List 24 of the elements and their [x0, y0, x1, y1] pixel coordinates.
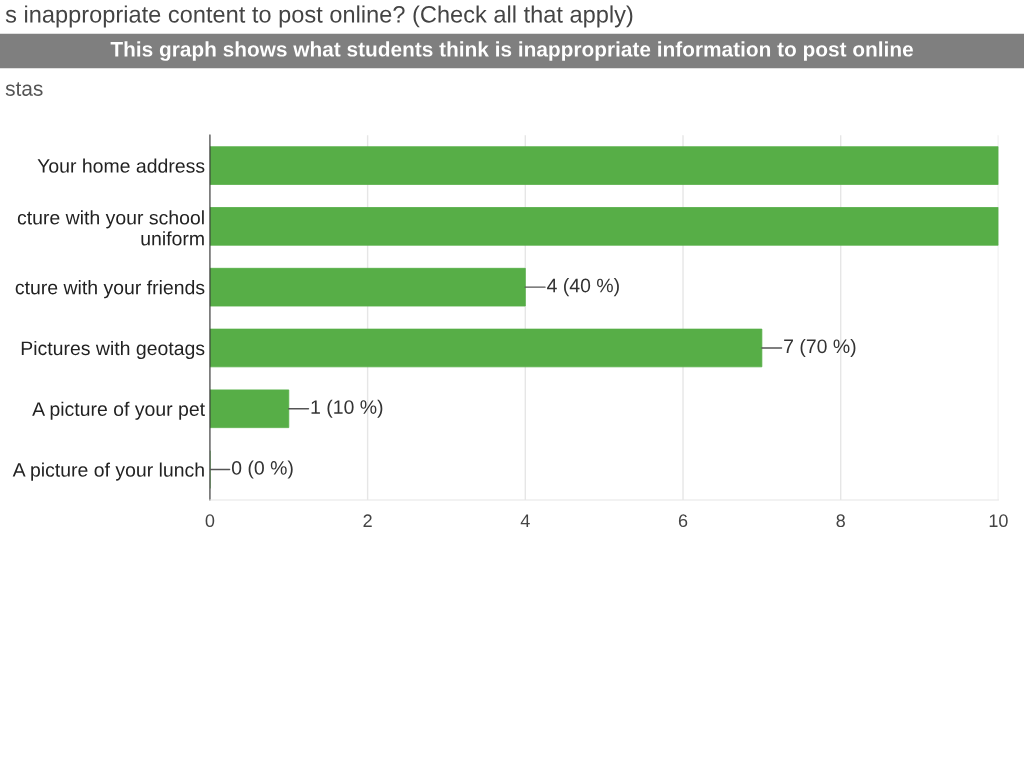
- y-tick-label: A picture of your lunch: [12, 462, 204, 481]
- y-tick-label: A picture of your pet: [32, 401, 205, 420]
- x-tick-label: 6: [678, 514, 688, 528]
- chart-subtitle: s inappropriate content to post online? (Check all that apply): [5, 5, 633, 28]
- x-tick-label: 0: [205, 514, 215, 528]
- bar: [209, 328, 763, 368]
- bar: [209, 146, 999, 185]
- data-label: 0 (0 %): [231, 460, 293, 479]
- data-label: 7 (70 %): [784, 338, 856, 358]
- y-tick-label: Your home address: [37, 158, 205, 173]
- chart-title: This graph shows what students think is inappropriate information to post online: [110, 41, 913, 61]
- x-tick-label: 2: [363, 514, 372, 527]
- data-label: 4 (40 %): [547, 278, 619, 297]
- bar: [209, 389, 290, 429]
- text: stas: [5, 82, 43, 96]
- y-tick-label: cture with your school uniform: [17, 210, 204, 246]
- y-tick-label: cture with your friends: [15, 280, 205, 299]
- x-tick-label: 8: [836, 514, 845, 528]
- bar: [209, 267, 526, 307]
- x-tick-label: 10: [989, 514, 1008, 528]
- x-tick-label: 4: [520, 514, 530, 527]
- y-tick-label: Pictures with geotags: [21, 340, 205, 360]
- data-label: 1 (10 %): [311, 399, 383, 418]
- bar: [209, 207, 999, 246]
